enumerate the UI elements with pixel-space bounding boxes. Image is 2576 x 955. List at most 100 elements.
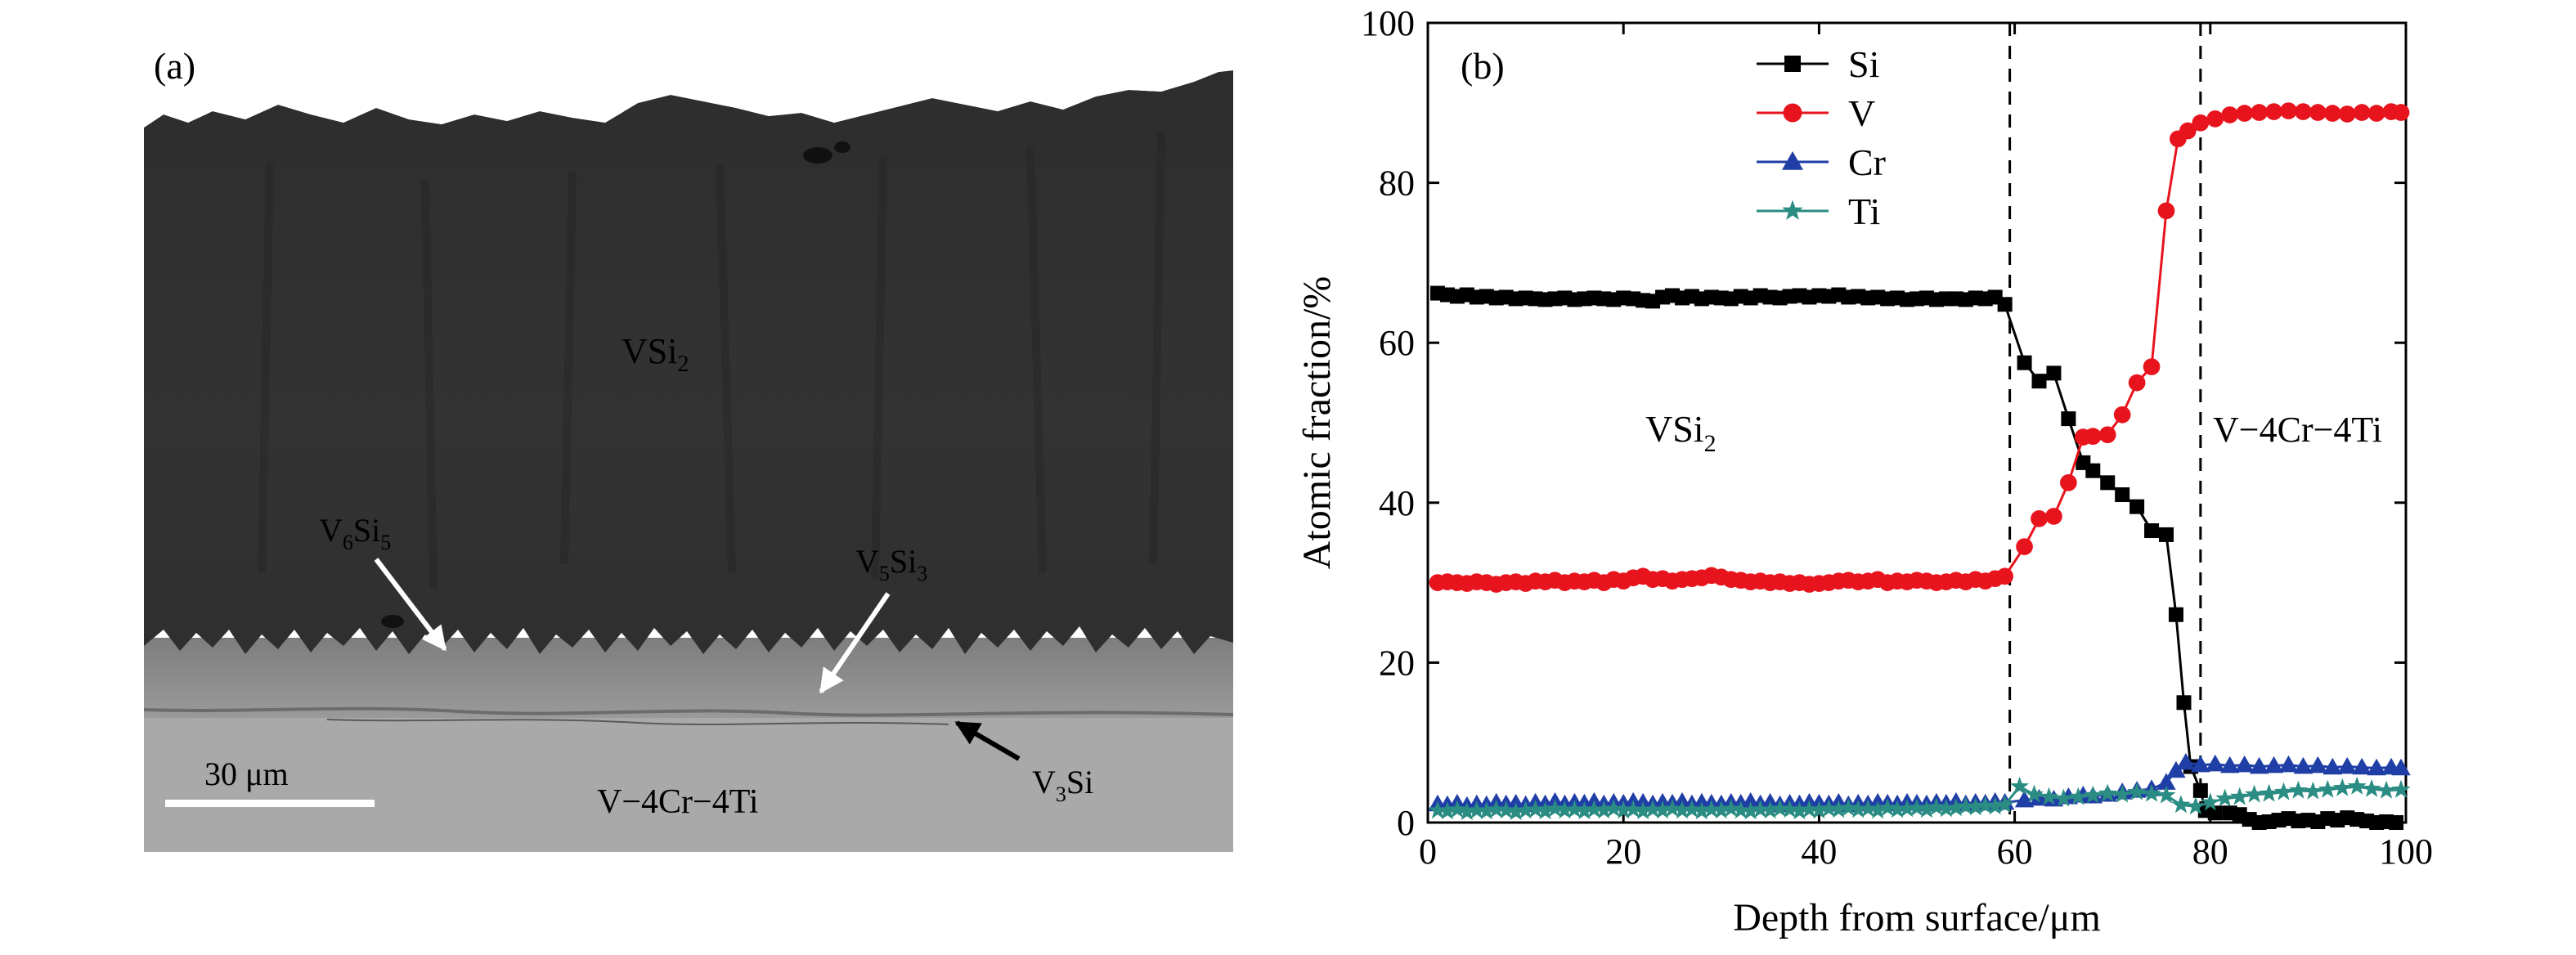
data-point-v	[2143, 358, 2161, 375]
scale-bar	[165, 800, 375, 807]
x-tick-label: 0	[1419, 832, 1437, 872]
y-tick-label: 80	[1379, 164, 1415, 204]
data-point-ti	[2332, 778, 2352, 796]
data-point-v	[2236, 105, 2254, 122]
data-point-ti	[1887, 800, 1907, 818]
data-point-ti	[1917, 800, 1936, 818]
v3si-label: V3Si	[1032, 764, 1093, 806]
data-point-v	[2206, 110, 2224, 128]
legend-marker-cr	[1782, 151, 1803, 170]
profile-chart-panel: (b) 0 20 40 60 80 100 0 20 40 60 80 100 Depth from…	[1295, 3, 2433, 939]
data-point-v	[2392, 104, 2410, 121]
data-point-v	[2179, 122, 2197, 140]
data-point-ti	[1594, 800, 1613, 819]
data-point-ti	[1751, 800, 1770, 818]
data-point-ti	[1564, 800, 1584, 818]
series-v	[1429, 102, 2410, 593]
data-point-ti	[1946, 798, 1966, 817]
data-point-cr	[2322, 757, 2342, 775]
data-point-ti	[1966, 797, 1986, 816]
data-point-ti	[2347, 776, 2367, 795]
data-point-ti	[2362, 778, 2381, 797]
data-point-si	[2389, 815, 2404, 830]
data-point-ti	[1838, 798, 1858, 817]
data-point-ti	[2391, 779, 2411, 798]
data-point-ti	[2053, 788, 2073, 807]
data-point-ti	[1487, 800, 1506, 818]
y-tick-label: 40	[1379, 483, 1415, 523]
data-point-ti	[1927, 797, 1946, 816]
data-point-ti	[1809, 800, 1829, 819]
v6si5-label: V6Si5	[319, 512, 391, 554]
data-point-ti	[2112, 784, 2132, 803]
data-point-si	[2192, 782, 2208, 798]
data-point-si	[2031, 374, 2047, 389]
data-point-ti	[1643, 800, 1663, 818]
data-point-v	[2192, 114, 2210, 132]
data-point-ti	[1780, 800, 1800, 818]
pores	[381, 141, 850, 628]
x-axis-ticks: 0 20 40 60 80 100	[1419, 23, 2433, 872]
x-tick-label: 60	[1997, 832, 2033, 872]
data-point-ti	[1516, 800, 1536, 819]
legend-item-ti: Ti	[1757, 191, 1880, 232]
substrate-label: V−4Cr−4Ti	[597, 783, 759, 821]
interface-line	[143, 706, 1234, 717]
data-point-cr	[2166, 760, 2186, 778]
data-point-v	[2265, 103, 2282, 120]
data-point-ti	[1936, 799, 1956, 818]
data-point-cr	[2293, 756, 2313, 774]
data-point-ti	[1799, 800, 1819, 818]
data-point-v	[1996, 567, 2013, 585]
series-ti	[1428, 776, 2411, 821]
data-point-cr	[2191, 755, 2210, 773]
data-point-ti	[1731, 800, 1751, 819]
x-tick-label: 40	[1801, 832, 1837, 872]
data-point-ti	[1477, 801, 1497, 820]
legend-label-ti: Ti	[1848, 191, 1880, 232]
y-axis-ticks: 0 20 40 60 80 100	[1361, 3, 2406, 843]
data-point-ti	[2201, 792, 2220, 811]
v5si3-label: V5Si3	[855, 543, 927, 585]
data-point-v	[2045, 508, 2062, 525]
data-point-cr	[2278, 755, 2299, 773]
panel-b-label: (b)	[1461, 45, 1505, 87]
data-point-ti	[1633, 801, 1653, 820]
legend-item-si: Si	[1757, 43, 1879, 85]
legend-item-cr: Cr	[1757, 141, 1886, 183]
data-point-ti	[1907, 798, 1927, 817]
data-point-ti	[1672, 800, 1692, 819]
data-point-ti	[1545, 799, 1564, 818]
data-point-v	[2113, 406, 2131, 424]
data-point-ti	[1976, 796, 1995, 814]
data-point-v	[2060, 474, 2077, 491]
data-point-si	[2085, 463, 2101, 478]
data-point-ti	[1956, 796, 1976, 815]
data-point-ti	[2230, 787, 2250, 805]
mount-background	[144, 33, 1233, 128]
data-point-cr	[2337, 756, 2357, 774]
panel-a-label: (a)	[154, 45, 195, 87]
v5si3-arrow	[819, 592, 891, 694]
data-point-ti	[1447, 800, 1467, 818]
data-point-ti	[1897, 799, 1917, 818]
data-point-cr	[2206, 754, 2225, 772]
data-point-ti	[1702, 800, 1721, 818]
data-point-ti	[2127, 782, 2147, 800]
legend-marker-v	[1783, 103, 1802, 123]
data-point-ti	[1428, 800, 1447, 819]
data-point-cr	[2029, 788, 2049, 806]
data-point-v	[2128, 374, 2146, 392]
data-point-ti	[2186, 796, 2206, 815]
data-point-ti	[1497, 800, 1516, 819]
data-point-v	[2084, 428, 2102, 445]
series-layer	[1428, 102, 2411, 830]
data-point-ti	[2039, 787, 2058, 805]
data-point-ti	[1663, 799, 1682, 818]
data-point-ti	[1653, 800, 1672, 819]
data-point-si	[2115, 487, 2130, 503]
legend: Si V Cr Ti	[1757, 43, 1886, 232]
data-point-v	[2016, 538, 2033, 555]
data-point-v	[2221, 106, 2239, 123]
